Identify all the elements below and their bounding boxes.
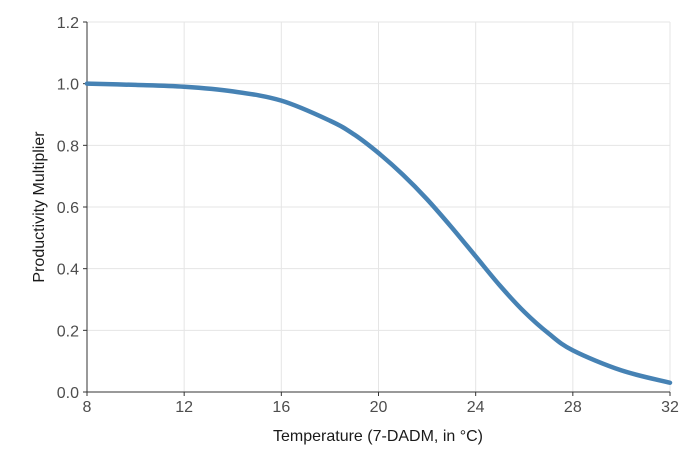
y-tick-label: 0.6 xyxy=(57,200,79,217)
x-tick-label: 28 xyxy=(564,399,582,416)
y-tick-label: 0.0 xyxy=(57,385,79,402)
x-tick-label: 24 xyxy=(467,399,485,416)
x-tick-label: 8 xyxy=(83,399,92,416)
y-tick-label: 0.4 xyxy=(57,262,79,279)
x-tick-label: 16 xyxy=(272,399,290,416)
y-tick-label: 1.0 xyxy=(57,77,79,94)
y-axis-label: Productivity Multiplier xyxy=(31,131,48,283)
tick-labels: 8 12 16 20 24 28 32 0.0 0.2 0.4 0.6 0.8 1.0 1.2 xyxy=(57,15,679,416)
x-axis-label: Temperature (7-DADM, in °C) xyxy=(273,428,483,445)
series-line xyxy=(84,81,673,385)
y-tick-label: 1.2 xyxy=(57,15,79,32)
x-tick-label: 12 xyxy=(175,399,193,416)
y-tick-label: 0.8 xyxy=(57,138,79,155)
plot-area: 8 12 16 20 24 28 32 0.0 0.2 0.4 0.6 0.8 1.0 1.2 xyxy=(57,15,679,416)
series-layer xyxy=(84,81,673,385)
x-tick-label: 20 xyxy=(370,399,388,416)
x-tick-label: 32 xyxy=(661,399,679,416)
y-tick-label: 0.2 xyxy=(57,323,79,340)
